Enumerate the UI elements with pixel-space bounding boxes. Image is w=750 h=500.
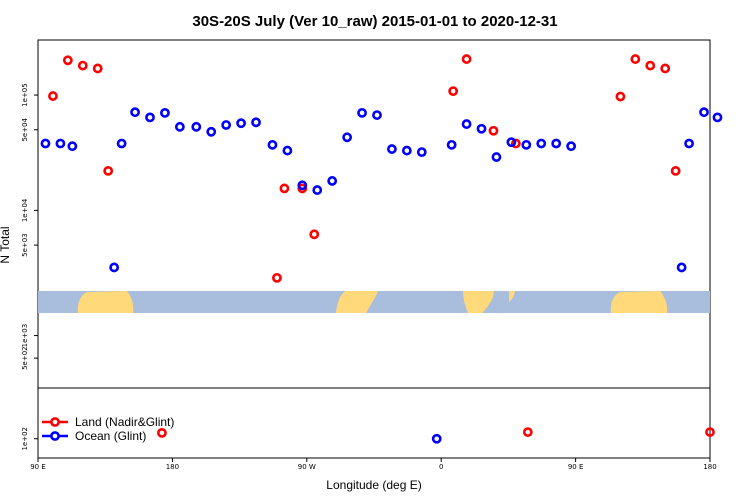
data-point <box>62 55 73 66</box>
data-point <box>327 176 338 186</box>
y-tick-label: 5e+02 <box>21 346 29 370</box>
data-point <box>488 125 499 136</box>
data-point <box>699 107 709 118</box>
data-point <box>55 138 66 149</box>
data-point <box>387 144 397 154</box>
data-point <box>712 112 723 123</box>
data-point <box>109 262 120 273</box>
chart-title: 30S-20S July (Ver 10_raw) 2015-01-01 to … <box>192 13 557 30</box>
x-axis-label: Longitude (deg E) <box>326 478 421 492</box>
data-point <box>279 183 290 194</box>
data-point <box>705 427 715 437</box>
legend: Land (Nadir&Glint)Ocean (Glint) <box>42 415 174 443</box>
data-point <box>342 132 353 143</box>
plot-frame <box>37 39 711 459</box>
x-tick-label: 90 E <box>568 463 584 471</box>
data-point <box>551 138 562 149</box>
y-tick-label: 1e+04 <box>21 198 29 222</box>
data-point <box>476 123 487 134</box>
data-point <box>510 138 521 149</box>
data-point <box>297 180 308 191</box>
y-tick-label: 5e+03 <box>21 233 29 257</box>
y-tick-label: 5e+04 <box>21 117 29 141</box>
data-point <box>615 91 626 102</box>
legend-marker <box>50 417 60 427</box>
x-tick-label: 0 <box>439 463 443 471</box>
data-point <box>401 145 412 156</box>
data-point <box>522 427 533 437</box>
legend-marker <box>50 431 60 441</box>
data-point <box>357 108 367 118</box>
data-point <box>372 110 382 120</box>
map-land-africa <box>463 291 494 313</box>
x-tick-label: 180 <box>166 463 179 471</box>
data-point <box>160 108 170 118</box>
map-land-australia <box>77 291 134 313</box>
data-point <box>684 138 694 149</box>
map-land-south-america <box>336 291 378 313</box>
x-tick-label: 90 W <box>298 463 316 471</box>
data-point <box>282 145 293 156</box>
data-point <box>206 126 217 137</box>
data-point <box>48 91 58 101</box>
data-point <box>116 138 127 149</box>
data-point <box>40 138 51 149</box>
y-tick-label: 1e+05 <box>21 83 29 107</box>
data-point <box>191 121 202 132</box>
data-point <box>309 229 320 240</box>
data-point <box>431 433 442 444</box>
data-point <box>221 120 232 130</box>
data-point <box>130 107 140 118</box>
data-point <box>251 117 261 128</box>
data-point <box>174 121 185 132</box>
y-axis-label: N Total <box>0 226 12 263</box>
data-point <box>103 165 114 176</box>
data-point <box>491 152 502 162</box>
data-point <box>645 60 656 71</box>
data-point <box>236 118 246 129</box>
data-point <box>267 139 278 150</box>
data-point <box>566 141 577 152</box>
data-point <box>506 137 517 148</box>
data-point <box>67 141 78 152</box>
data-point <box>446 139 457 150</box>
data-point <box>157 427 167 438</box>
data-point <box>660 63 671 74</box>
x-tick-label: 180 <box>703 463 716 471</box>
data-point <box>536 138 547 149</box>
data-point <box>630 54 641 64</box>
map-land-madagascar <box>509 291 515 302</box>
data-point <box>92 63 103 74</box>
legend-label: Land (Nadir&Glint) <box>75 415 174 429</box>
data-point <box>416 147 427 158</box>
data-points <box>40 54 723 444</box>
map-ocean <box>38 291 710 313</box>
data-point <box>145 112 155 123</box>
data-point <box>461 119 472 129</box>
data-point <box>448 86 459 97</box>
data-point <box>312 185 323 195</box>
map-land-australia-repeat <box>610 291 668 313</box>
legend-label: Ocean (Glint) <box>75 429 146 443</box>
data-point <box>670 165 681 176</box>
y-tick-label: 1e+03 <box>21 324 29 348</box>
x-axis: 90 E 180 90 W 0 90 E 180 <box>30 458 717 471</box>
land-ocean-map-strip <box>38 291 710 313</box>
data-point <box>521 139 532 150</box>
data-point <box>461 54 472 64</box>
data-point <box>676 262 687 273</box>
data-point <box>77 60 88 71</box>
x-tick-label: 90 E <box>30 463 46 471</box>
y-tick-label: 1e+02 <box>21 427 29 451</box>
data-point <box>272 272 282 283</box>
